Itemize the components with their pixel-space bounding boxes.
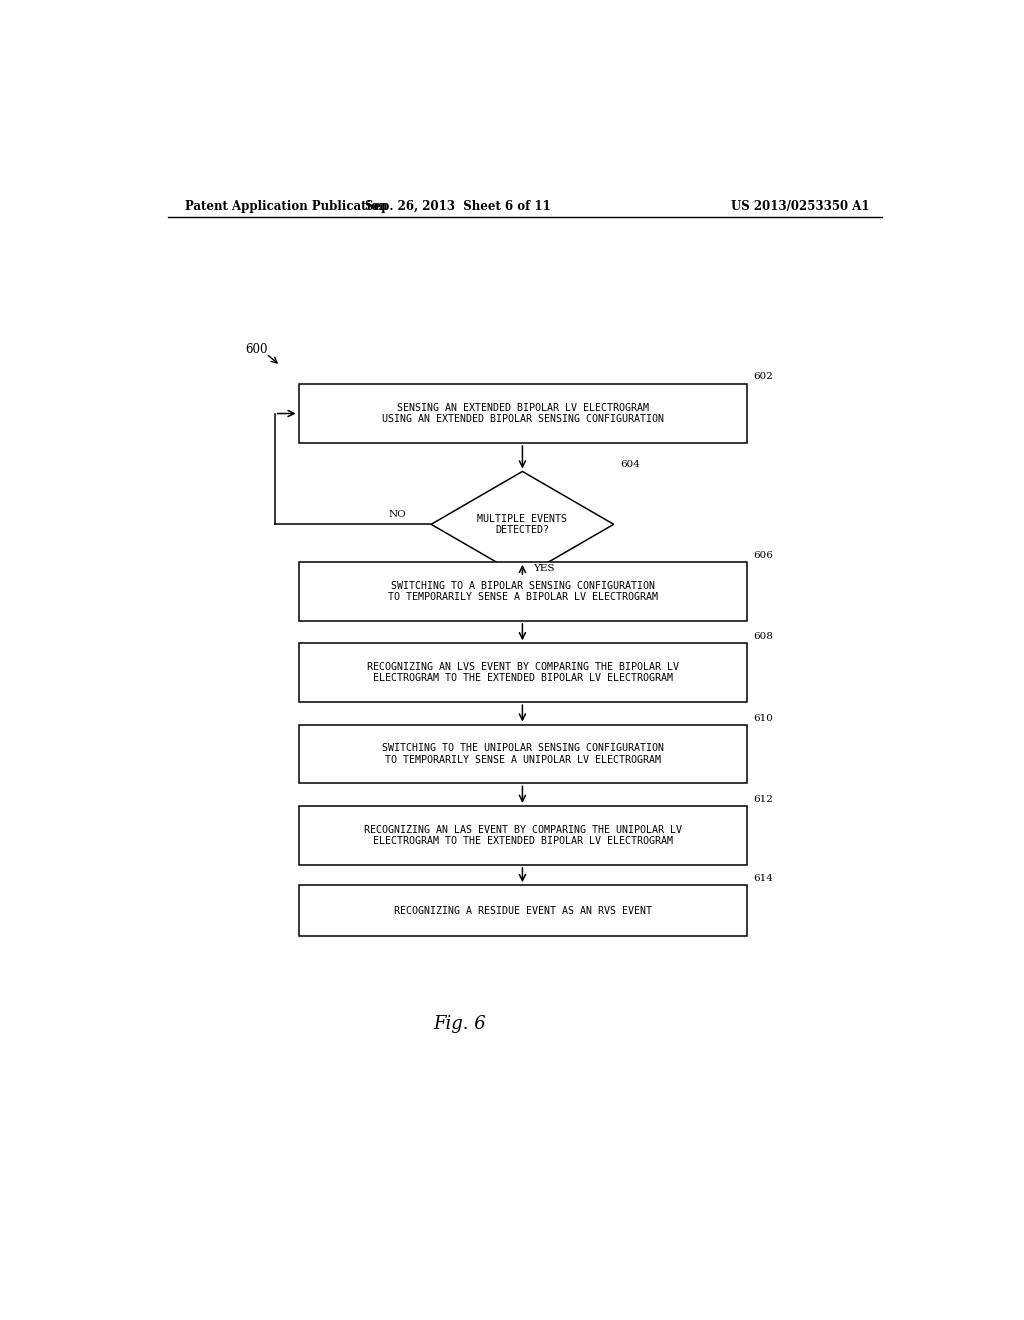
Text: RECOGNIZING AN LVS EVENT BY COMPARING THE BIPOLAR LV
ELECTROGRAM TO THE EXTENDED: RECOGNIZING AN LVS EVENT BY COMPARING TH…	[367, 661, 679, 684]
Text: 612: 612	[754, 795, 773, 804]
Text: Patent Application Publication: Patent Application Publication	[185, 199, 388, 213]
Bar	[299, 725, 748, 784]
Text: SWITCHING TO A BIPOLAR SENSING CONFIGURATION
TO TEMPORARILY SENSE A BIPOLAR LV E: SWITCHING TO A BIPOLAR SENSING CONFIGURA…	[388, 581, 657, 602]
Text: Sep. 26, 2013  Sheet 6 of 11: Sep. 26, 2013 Sheet 6 of 11	[365, 199, 550, 213]
Bar	[299, 805, 748, 865]
Text: RECOGNIZING AN LAS EVENT BY COMPARING THE UNIPOLAR LV
ELECTROGRAM TO THE EXTENDE: RECOGNIZING AN LAS EVENT BY COMPARING TH…	[364, 825, 682, 846]
Text: NO: NO	[389, 511, 407, 519]
Text: 610: 610	[754, 714, 773, 722]
Text: 614: 614	[754, 874, 773, 883]
Polygon shape	[431, 471, 613, 577]
Text: US 2013/0253350 A1: US 2013/0253350 A1	[731, 199, 869, 213]
Text: 604: 604	[620, 461, 640, 470]
Bar	[299, 562, 748, 620]
Bar	[299, 643, 748, 702]
Text: 606: 606	[754, 550, 773, 560]
Text: RECOGNIZING A RESIDUE EVENT AS AN RVS EVENT: RECOGNIZING A RESIDUE EVENT AS AN RVS EV…	[394, 906, 652, 916]
Text: 600: 600	[246, 343, 268, 356]
Text: Fig. 6: Fig. 6	[433, 1015, 486, 1034]
Text: SWITCHING TO THE UNIPOLAR SENSING CONFIGURATION
TO TEMPORARILY SENSE A UNIPOLAR : SWITCHING TO THE UNIPOLAR SENSING CONFIG…	[382, 743, 664, 764]
Text: 602: 602	[754, 372, 773, 381]
Text: MULTIPLE EVENTS
DETECTED?: MULTIPLE EVENTS DETECTED?	[477, 513, 567, 535]
Text: YES: YES	[532, 564, 554, 573]
Text: 608: 608	[754, 632, 773, 642]
Bar	[299, 886, 748, 936]
Bar	[299, 384, 748, 444]
Text: SENSING AN EXTENDED BIPOLAR LV ELECTROGRAM
USING AN EXTENDED BIPOLAR SENSING CON: SENSING AN EXTENDED BIPOLAR LV ELECTROGR…	[382, 403, 664, 424]
